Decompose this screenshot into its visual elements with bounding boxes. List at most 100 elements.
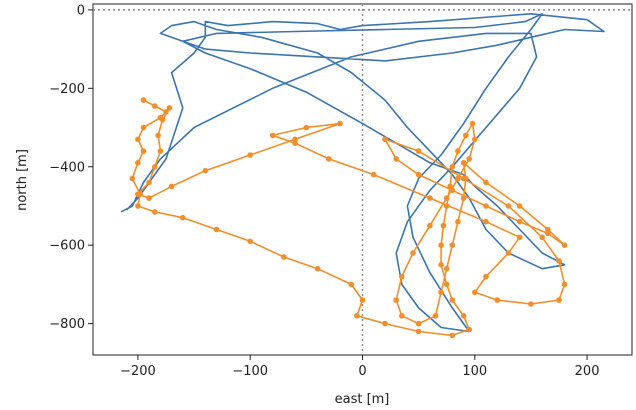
- series-2-point: [438, 242, 444, 248]
- series-2-point: [135, 203, 141, 209]
- series-2-point: [466, 326, 473, 333]
- series-2-point: [168, 183, 175, 190]
- series-2-point: [303, 124, 310, 131]
- series-1: [120, 13, 605, 333]
- series-2-point: [443, 265, 450, 272]
- series-2-point: [440, 222, 447, 229]
- series-2-point: [140, 97, 147, 103]
- series-2-point: [410, 250, 416, 256]
- series-2-point: [370, 171, 377, 178]
- series-2-point: [415, 171, 422, 178]
- series-2-point: [449, 297, 456, 303]
- series-2-point: [483, 203, 489, 209]
- y-tick-label: −800: [49, 317, 85, 332]
- series-2-point: [135, 160, 141, 166]
- series-layer: [120, 13, 605, 339]
- series-2-point: [135, 191, 141, 197]
- x-axis-label: east [m]: [335, 392, 390, 407]
- series-2: [129, 97, 568, 339]
- series-2-point: [337, 120, 343, 127]
- y-tick-label: 0: [77, 3, 85, 18]
- series-2-point: [528, 301, 534, 307]
- series-2-point: [281, 254, 287, 260]
- x-tick-label: 100: [462, 364, 487, 379]
- series-2-point: [269, 132, 276, 139]
- series-2-point: [140, 124, 147, 131]
- series-2-point: [443, 195, 450, 201]
- series-1-line: [120, 13, 605, 333]
- series-2-point: [292, 140, 298, 146]
- series-2-point: [483, 273, 489, 280]
- series-2-point: [135, 136, 141, 143]
- y-tick-label: −400: [49, 160, 85, 175]
- series-2-point: [483, 218, 489, 225]
- series-2-point: [399, 273, 405, 280]
- series-2-point: [460, 195, 467, 201]
- series-2-point: [516, 203, 523, 209]
- series-2-point: [432, 313, 439, 319]
- series-2-point: [415, 328, 422, 335]
- series-2-point: [469, 120, 476, 127]
- series-2-point: [455, 218, 461, 225]
- series-2-point: [180, 214, 186, 221]
- series-2-point: [166, 105, 173, 111]
- series-2-point: [556, 297, 562, 303]
- series-2-point: [159, 116, 166, 123]
- series-2-point: [449, 242, 456, 248]
- series-2-point: [505, 203, 512, 209]
- series-2-point: [443, 203, 450, 209]
- series-2-point: [157, 148, 164, 154]
- series-2-point: [152, 209, 158, 215]
- series-2-point: [382, 320, 388, 327]
- series-2-point: [556, 258, 562, 264]
- series-2-point: [247, 238, 253, 245]
- axis-ticks: −200 −100 0 100 200 0 −200 −400 −600 −800: [49, 3, 599, 379]
- x-tick-label: −200: [120, 364, 156, 379]
- series-2-point: [449, 332, 456, 339]
- series-2-point: [545, 230, 551, 237]
- series-2-point: [427, 222, 433, 229]
- series-2-point: [348, 281, 355, 288]
- reference-lines: [93, 4, 632, 355]
- series-2-point: [415, 148, 422, 154]
- series-2-point: [463, 132, 469, 139]
- series-2-point: [202, 167, 209, 174]
- series-2-point: [314, 265, 321, 272]
- series-2-point: [455, 175, 461, 182]
- series-2-point: [539, 234, 545, 241]
- series-2-point: [483, 179, 489, 186]
- series-2-point: [472, 136, 478, 143]
- series-2-point: [472, 289, 478, 296]
- series-2-point: [460, 175, 467, 182]
- series-2-point: [152, 103, 158, 109]
- series-2-point: [140, 148, 147, 154]
- series-2-point: [415, 320, 422, 327]
- series-2-point: [545, 226, 551, 233]
- series-2-point: [455, 148, 461, 154]
- series-2-point: [494, 297, 501, 303]
- series-2-point: [466, 156, 473, 162]
- series-2-point: [213, 226, 220, 233]
- series-2-point: [449, 164, 456, 170]
- series-2-point: [146, 179, 152, 186]
- y-tick-label: −200: [49, 82, 85, 97]
- series-2-point: [460, 160, 467, 166]
- series-2-point: [152, 164, 158, 170]
- series-2-point: [516, 218, 523, 225]
- series-2-line: [131, 99, 566, 337]
- series-2-point: [247, 152, 253, 158]
- series-2-point: [438, 289, 444, 296]
- y-tick-label: −600: [49, 239, 85, 254]
- series-2-point: [382, 136, 388, 143]
- series-2-point: [155, 132, 161, 139]
- x-tick-label: −100: [232, 364, 268, 379]
- series-2-point: [163, 109, 169, 115]
- series-2-point: [427, 195, 433, 201]
- series-2-point: [438, 262, 444, 268]
- series-2-point: [505, 250, 512, 256]
- series-2-point: [399, 313, 405, 319]
- x-tick-label: 200: [575, 364, 600, 379]
- x-tick-label: 0: [358, 364, 366, 379]
- series-2-point: [561, 281, 568, 288]
